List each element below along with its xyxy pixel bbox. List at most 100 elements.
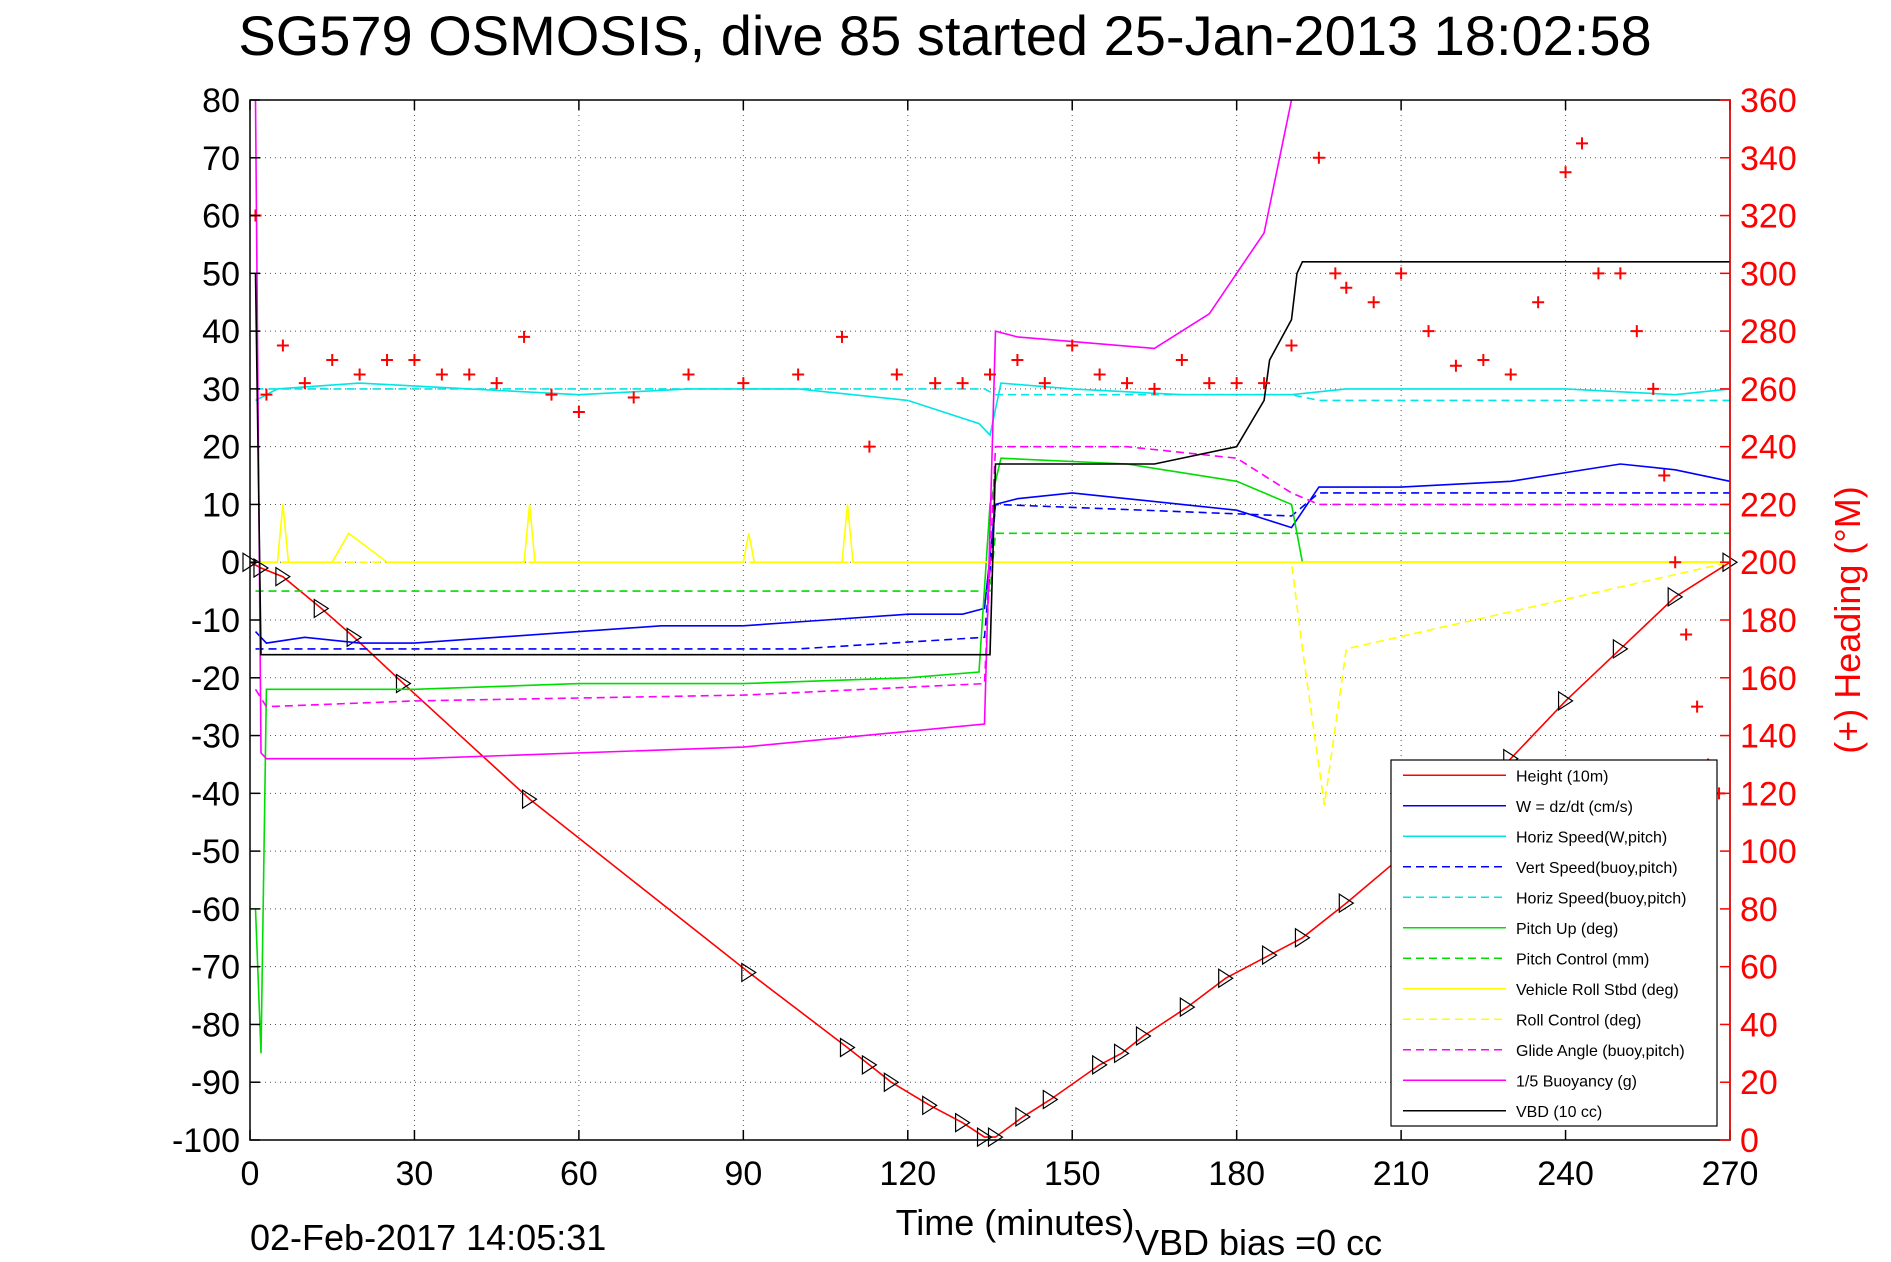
series-line-pitch-control-mm	[255, 532, 1730, 592]
y-left-tick-label: -20	[191, 660, 240, 698]
y-right-tick-label: 40	[1740, 1006, 1778, 1044]
heading-point	[863, 440, 876, 453]
heading-point	[1422, 325, 1435, 338]
series-pitch-control-mm	[255, 532, 1730, 592]
heading-point	[1066, 339, 1079, 352]
heading-point	[1203, 377, 1216, 390]
heading-point	[984, 368, 996, 381]
heading-point	[353, 368, 366, 381]
y-left-tick-label: -30	[191, 718, 240, 756]
x-tick-label: 240	[1537, 1155, 1594, 1193]
heading-point	[1258, 377, 1271, 390]
height-marker	[861, 1054, 878, 1075]
heading-point	[627, 391, 640, 404]
height-marker	[883, 1072, 900, 1093]
heading-point	[1093, 368, 1106, 381]
series-vert-speed-buoy-pitch	[255, 492, 1730, 650]
right-axis-label: (+) Heading (°M)	[1827, 486, 1868, 753]
y-right-tick-label: 140	[1740, 718, 1797, 756]
height-marker	[987, 1127, 1004, 1148]
legend-entry: Vert Speed(buoy,pitch)	[1516, 860, 1678, 877]
height-marker	[1218, 968, 1234, 989]
y-right-tick-label: 100	[1740, 833, 1797, 871]
height-marker	[839, 1037, 856, 1058]
height-marker	[313, 598, 330, 619]
y-left-tick-label: 80	[202, 82, 240, 120]
heading-point	[1576, 137, 1588, 150]
series-vbd-10-cc	[254, 260, 1730, 656]
series-line-1-5-buoyancy-g	[254, 99, 1293, 760]
y-right-tick-label: 200	[1740, 544, 1797, 582]
height-marker	[1015, 1106, 1031, 1127]
y-left-tick-label: 30	[202, 371, 240, 409]
legend-entry: 1/5 Buoyancy (g)	[1516, 1073, 1637, 1090]
series-line-horiz-speed-buoy-pitch	[255, 388, 1730, 402]
series-1-5-buoyancy-g	[254, 99, 1293, 760]
heading-point	[1367, 296, 1380, 309]
heading-point	[1312, 151, 1325, 164]
heading-point	[1230, 377, 1243, 390]
height-marker	[1179, 997, 1196, 1018]
legend-entry: W = dz/dt (cm/s)	[1516, 799, 1633, 816]
heading-point	[1285, 339, 1298, 352]
heading-point	[518, 330, 531, 343]
heading-point	[1504, 368, 1517, 381]
heading-point	[836, 330, 848, 343]
height-marker	[1261, 945, 1278, 966]
heading-point	[435, 368, 448, 381]
heading-point	[1669, 556, 1682, 569]
heading-point	[792, 368, 805, 381]
y-left-tick-label: -80	[191, 1006, 240, 1044]
series-glide-angle-buoy-pitch	[254, 445, 1730, 708]
series-line-glide-angle-buoy-pitch	[254, 445, 1730, 708]
y-right-tick-label: 20	[1740, 1064, 1778, 1102]
y-right-tick-label: 300	[1740, 255, 1797, 293]
y-right-tick-label: 240	[1740, 429, 1797, 467]
heading-point	[408, 354, 421, 366]
y-left-tick-label: 10	[202, 486, 240, 524]
y-left-tick-label: 60	[202, 198, 240, 236]
height-marker	[1113, 1043, 1130, 1064]
heading-point	[890, 368, 903, 381]
x-tick-label: 120	[879, 1155, 936, 1193]
x-tick-label: 270	[1702, 1155, 1759, 1193]
heading-point	[1449, 359, 1462, 372]
footer-date: 02-Feb-2017 14:05:31	[250, 1217, 606, 1258]
series-line-pitch-up-deg	[254, 457, 1730, 1054]
heading-point	[572, 406, 585, 418]
y-left-tick-label: -50	[191, 833, 240, 871]
legend-box	[1390, 759, 1718, 1127]
height-marker	[1667, 586, 1684, 607]
series-line-roll-control-deg	[255, 561, 1731, 806]
heading-point	[1148, 382, 1161, 395]
heading-point	[737, 377, 750, 390]
chart-title: SG579 OSMOSIS, dive 85 started 25-Jan-20…	[238, 4, 1651, 67]
series-group	[242, 99, 1739, 1148]
heading-point	[1175, 354, 1188, 366]
series-w-dz-dt-cm-s	[254, 463, 1731, 644]
y-left-tick-label: 40	[202, 313, 240, 351]
y-right-tick-label: 120	[1740, 775, 1797, 813]
heading-point	[545, 388, 558, 401]
legend-entry: Vehicle Roll Stbd (deg)	[1516, 982, 1679, 999]
heading-point	[1592, 267, 1605, 280]
series-pitch-up-deg	[254, 457, 1730, 1054]
heading-point	[1395, 267, 1408, 280]
heading-point	[1532, 296, 1545, 309]
y-left-tick-label: -60	[191, 891, 240, 929]
legend-entry: Pitch Control (mm)	[1516, 951, 1649, 968]
height-marker	[521, 789, 538, 810]
heading-point	[1630, 325, 1643, 338]
y-right-tick-label: 80	[1740, 891, 1778, 929]
heading-point	[682, 368, 695, 381]
legend: Height (10m) W = dz/dt (cm/s) Horiz Speed(…	[1390, 759, 1718, 1127]
y-right-tick-label: 280	[1740, 313, 1797, 351]
legend-entry: Roll Control (deg)	[1516, 1012, 1641, 1029]
series-line-vert-speed-buoy-pitch	[255, 492, 1730, 650]
y-right-tick-label: 220	[1740, 486, 1797, 524]
y-left-tick-label: 50	[202, 255, 240, 293]
height-marker	[1557, 690, 1574, 711]
height-marker	[922, 1095, 938, 1116]
y-right-tick-label: 340	[1740, 140, 1797, 178]
y-right-tick-label: 180	[1740, 602, 1797, 640]
